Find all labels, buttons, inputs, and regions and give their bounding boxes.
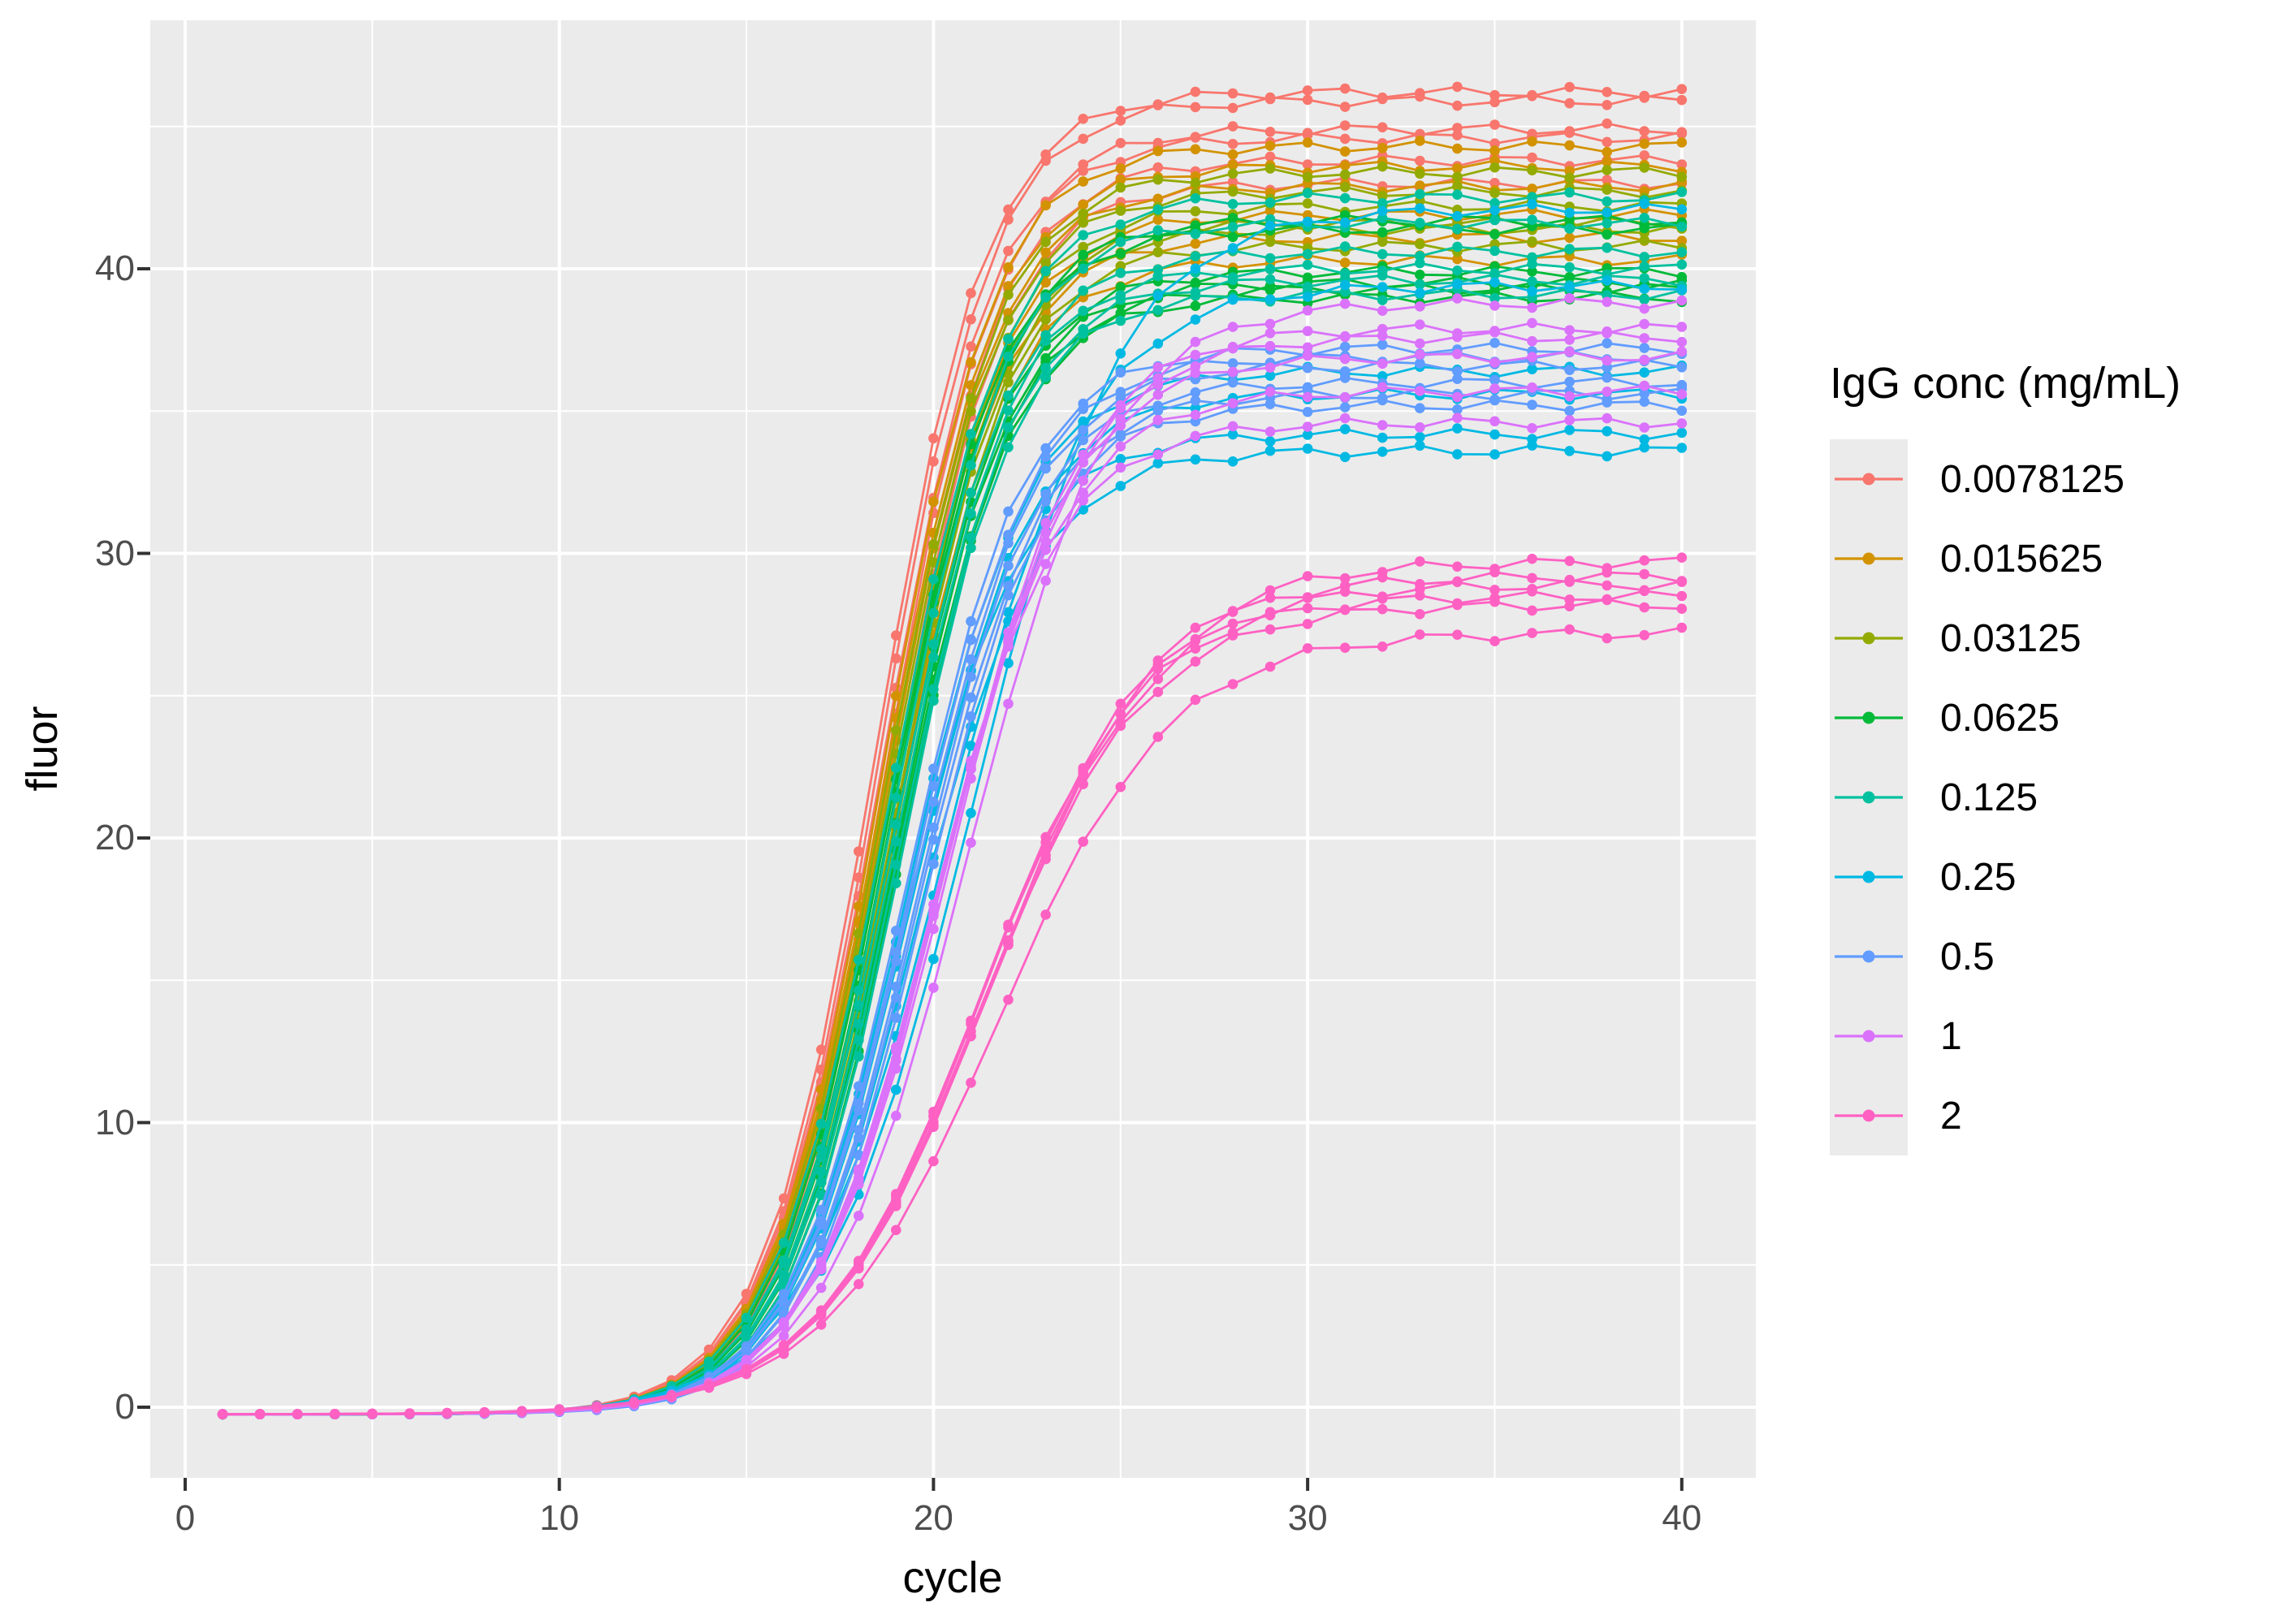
series-points-2-rep6 [217,622,1688,1419]
y-tick-label-0: 0 [115,1387,135,1427]
legend-key-0.25 [1830,837,1908,917]
legend-key-0.5 [1830,917,1908,996]
y-tick-label-20: 20 [95,818,135,857]
axis-tick-marks [137,267,1684,1491]
legend-label-2: 2 [1940,1094,1962,1138]
legend-key-glyph-2 [1835,1109,1903,1122]
legend-item-0.125: 0.125 [1830,758,2181,837]
legend-key-glyph-0.125 [1835,791,1903,804]
legend-item-1: 1 [1830,996,2181,1076]
legend-key-0.0078125 [1830,439,1908,519]
legend-label-0.03125: 0.03125 [1940,616,2082,660]
legend-label-0.0078125: 0.0078125 [1940,457,2125,501]
legend-key-glyph-0.5 [1835,950,1903,963]
legend-item-0.5: 0.5 [1830,917,2181,996]
y-tick-label-30: 30 [95,533,135,573]
legend-title: IgG conc (mg/mL) [1830,359,2181,408]
legend-key-glyph-1 [1835,1030,1903,1043]
legend-item-2: 2 [1830,1076,2181,1155]
legend-key-glyph-0.0625 [1835,711,1903,724]
legend-key-0.125 [1830,758,1908,837]
y-tick-label-10: 10 [95,1102,135,1142]
y-tick-label-40: 40 [95,248,135,288]
legend-key-0.03125 [1830,598,1908,678]
x-axis-title: cycle [902,1553,1003,1602]
legend-label-0.5: 0.5 [1940,935,1995,978]
x-tick-label-10: 10 [539,1498,580,1538]
legend-key-glyph-0.0078125 [1835,473,1903,486]
legend-item-0.0078125: 0.0078125 [1830,439,2181,519]
legend-item-0.25: 0.25 [1830,837,2181,917]
legend-item-0.0625: 0.0625 [1830,678,2181,758]
x-tick-label-20: 20 [913,1498,953,1538]
legend-label-0.125: 0.125 [1940,775,2038,819]
y-axis-title: fluor [18,706,67,792]
legend-label-0.25: 0.25 [1940,855,2017,899]
legend-key-glyph-0.25 [1835,870,1903,883]
legend-key-glyph-0.03125 [1835,632,1903,645]
legend-item-0.015625: 0.015625 [1830,519,2181,598]
x-tick-label-40: 40 [1662,1498,1702,1538]
series-group-2 [217,552,1688,1419]
legend-key-2 [1830,1076,1908,1155]
legend-item-0.03125: 0.03125 [1830,598,2181,678]
legend-label-0.015625: 0.015625 [1940,537,2103,581]
series-line-2-rep6 [223,626,1683,1415]
x-tick-label-30: 30 [1287,1498,1328,1538]
legend-key-glyph-0.015625 [1835,552,1903,565]
legend-label-0.0625: 0.0625 [1940,696,2060,740]
x-tick-label-0: 0 [175,1498,196,1538]
legend-key-0.0625 [1830,678,1908,758]
legend-label-1: 1 [1940,1014,1962,1058]
legend-key-0.015625 [1830,519,1908,598]
legend-items: 0.0078125 0.015625 0.03125 0.0625 0.125 0.25 0… [1830,439,2181,1155]
legend-key-1 [1830,996,1908,1076]
legend: IgG conc (mg/mL) 0.0078125 0.015625 0.0312… [1830,360,2181,1155]
